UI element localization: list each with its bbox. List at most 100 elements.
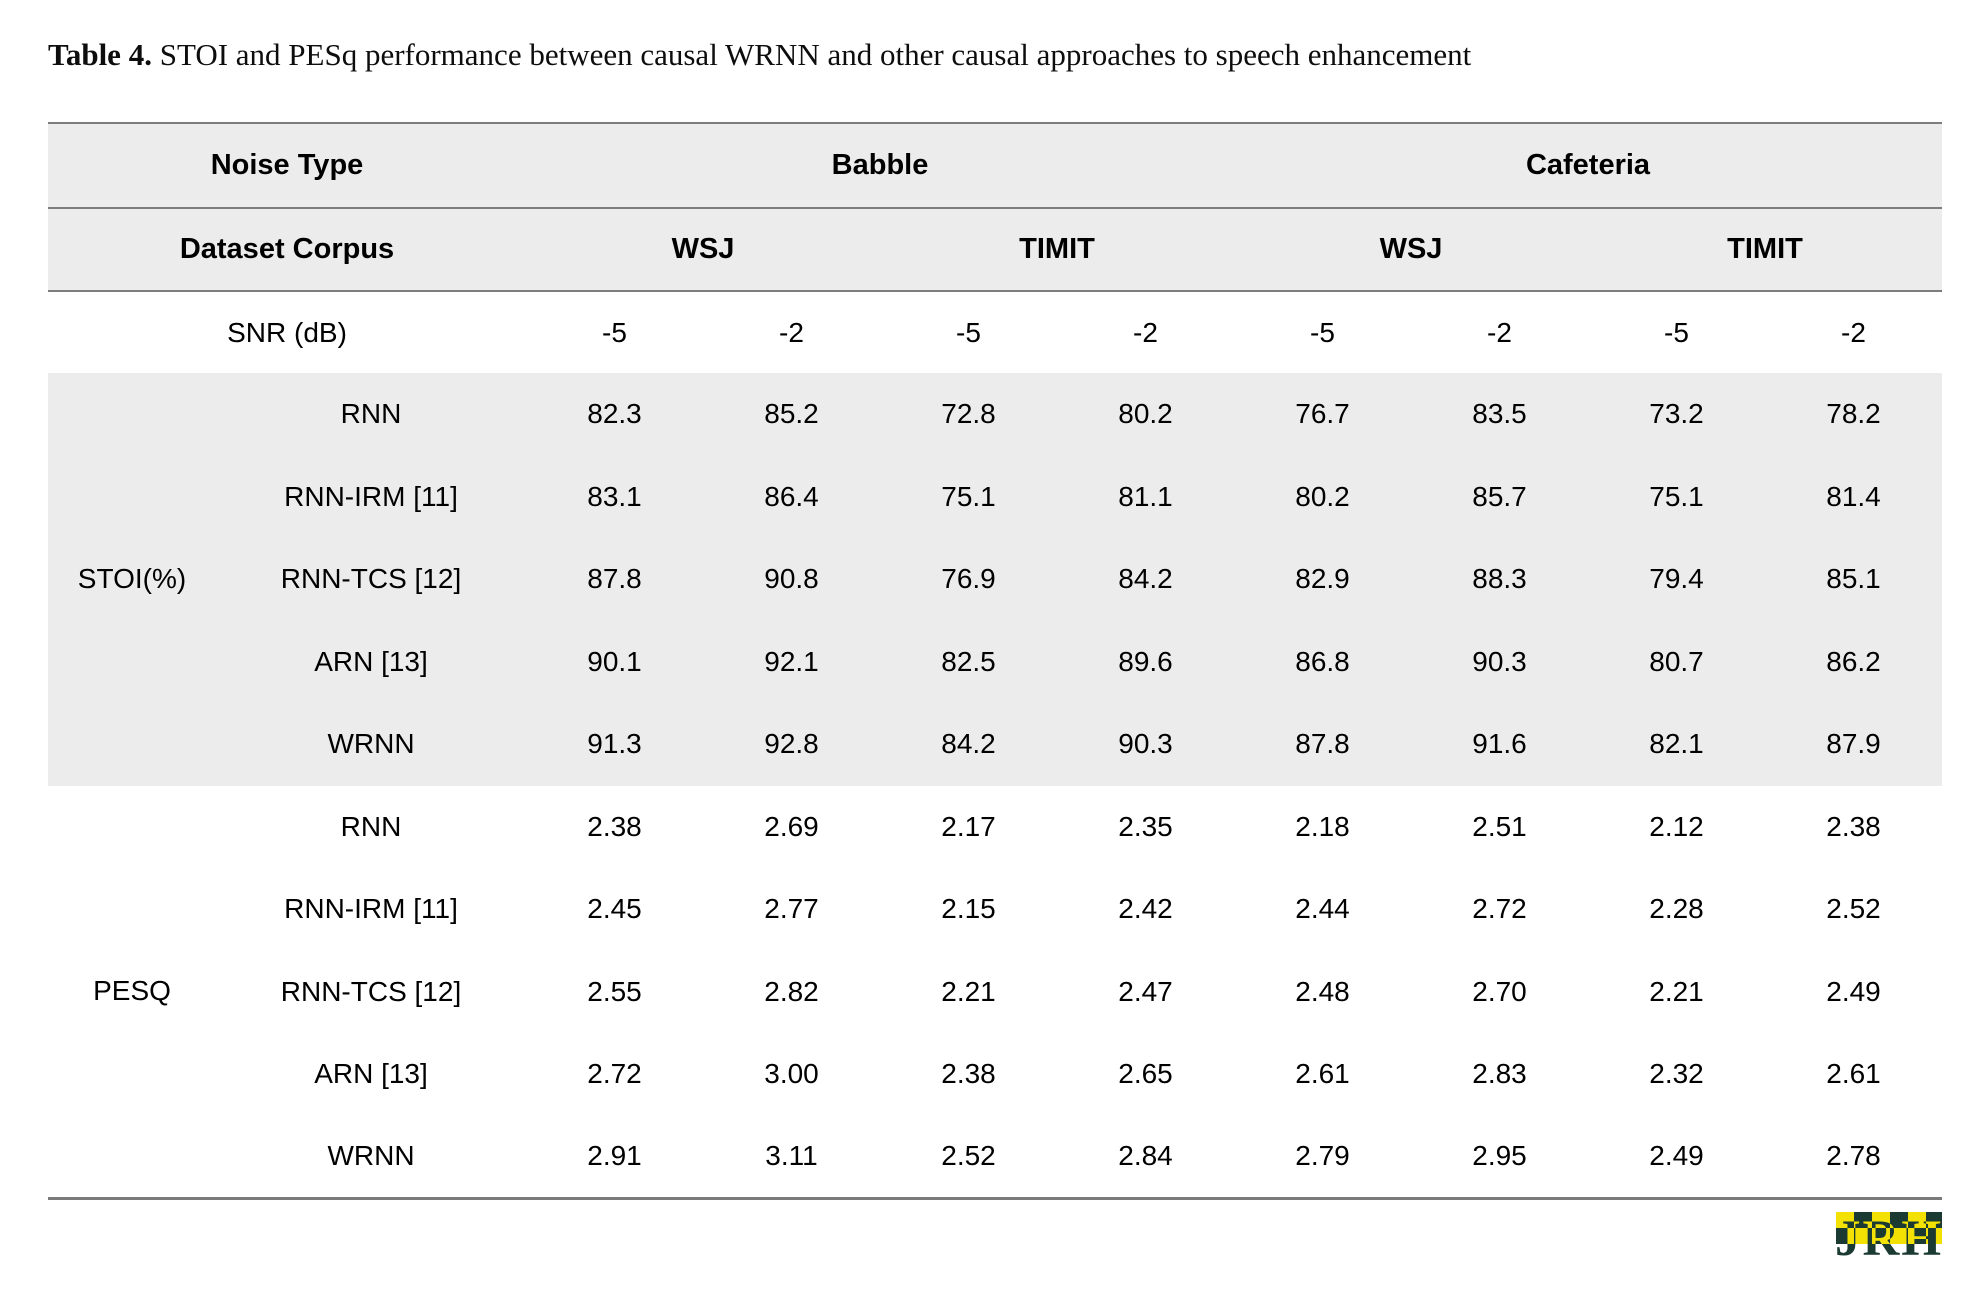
data-cell: 83.5 bbox=[1411, 373, 1588, 456]
data-cell: 87.8 bbox=[1234, 703, 1411, 786]
snr-value: -2 bbox=[1057, 290, 1234, 373]
jrh-logo-graphic: JRH bbox=[1835, 1211, 1942, 1267]
method-label: WRNN bbox=[216, 703, 526, 786]
table-row: RNN-TCS [12] 2.55 2.82 2.21 2.47 2.48 2.… bbox=[48, 950, 1942, 1033]
table-row: PESQ RNN 2.38 2.69 2.17 2.35 2.18 2.51 2… bbox=[48, 785, 1942, 1198]
data-cell: 2.72 bbox=[1411, 868, 1588, 951]
noise-type-label: Noise Type bbox=[48, 123, 526, 208]
data-cell: 2.49 bbox=[1588, 1115, 1765, 1198]
data-cell: 82.1 bbox=[1588, 703, 1765, 786]
data-cell: 90.1 bbox=[526, 620, 703, 703]
data-cell: 2.38 bbox=[880, 1033, 1057, 1116]
data-cell: 2.84 bbox=[1057, 1115, 1234, 1198]
table-row: RNN-TCS [12] 87.8 90.8 76.9 84.2 82.9 88… bbox=[48, 538, 1942, 621]
data-cell: 81.4 bbox=[1765, 455, 1942, 538]
table-row: ARN [13] 90.1 92.1 82.5 89.6 86.8 90.3 8… bbox=[48, 620, 1942, 703]
data-cell: 2.52 bbox=[880, 1115, 1057, 1198]
logo-checker-band bbox=[1836, 1212, 1942, 1244]
snr-label: SNR (dB) bbox=[48, 290, 526, 373]
dataset-wsj-babble: WSJ bbox=[526, 207, 880, 291]
header-row-dataset: Dataset Corpus WSJ TIMIT WSJ TIMIT bbox=[48, 207, 1942, 291]
performance-table: Noise Type Babble Cafeteria Dataset Corp… bbox=[48, 122, 1942, 1200]
noise-type-babble: Babble bbox=[526, 123, 1234, 208]
metric-label-pesq: PESQ bbox=[48, 785, 216, 1198]
data-cell: 2.52 bbox=[1765, 868, 1942, 951]
method-label: WRNN bbox=[216, 1115, 526, 1198]
data-cell: 2.61 bbox=[1765, 1033, 1942, 1116]
data-cell: 81.1 bbox=[1057, 455, 1234, 538]
data-cell: 2.21 bbox=[1588, 950, 1765, 1033]
data-cell: 2.49 bbox=[1765, 950, 1942, 1033]
data-cell: 2.17 bbox=[880, 785, 1057, 868]
jrh-logo: JRH bbox=[1835, 1211, 1942, 1267]
method-label: RNN-TCS [12] bbox=[216, 950, 526, 1033]
data-cell: 85.1 bbox=[1765, 538, 1942, 621]
data-cell: 85.2 bbox=[703, 373, 880, 456]
header-row-noise-type: Noise Type Babble Cafeteria bbox=[48, 123, 1942, 208]
data-cell: 2.38 bbox=[1765, 785, 1942, 868]
data-cell: 2.42 bbox=[1057, 868, 1234, 951]
table-row: STOI(%) RNN 82.3 85.2 72.8 80.2 76.7 83.… bbox=[48, 373, 1942, 786]
data-cell: 2.79 bbox=[1234, 1115, 1411, 1198]
data-cell: 87.9 bbox=[1765, 703, 1942, 786]
data-cell: 2.91 bbox=[526, 1115, 703, 1198]
snr-value: -2 bbox=[1411, 290, 1588, 373]
data-cell: 90.8 bbox=[703, 538, 880, 621]
data-cell: 84.2 bbox=[880, 703, 1057, 786]
snr-value: -2 bbox=[1765, 290, 1942, 373]
data-cell: 2.83 bbox=[1411, 1033, 1588, 1116]
data-cell: 79.4 bbox=[1588, 538, 1765, 621]
method-label: RNN-IRM [11] bbox=[216, 455, 526, 538]
data-cell: 92.1 bbox=[703, 620, 880, 703]
data-cell: 86.4 bbox=[703, 455, 880, 538]
data-cell: 2.61 bbox=[1234, 1033, 1411, 1116]
dataset-timit-babble: TIMIT bbox=[880, 207, 1234, 291]
data-cell: 73.2 bbox=[1588, 373, 1765, 456]
dataset-timit-cafeteria: TIMIT bbox=[1588, 207, 1942, 291]
data-cell: 84.2 bbox=[1057, 538, 1234, 621]
table-row: RNN-IRM [11] 83.1 86.4 75.1 81.1 80.2 85… bbox=[48, 455, 1942, 538]
data-cell: 2.48 bbox=[1234, 950, 1411, 1033]
data-cell: 2.72 bbox=[526, 1033, 703, 1116]
data-cell: 80.7 bbox=[1588, 620, 1765, 703]
snr-value: -2 bbox=[703, 290, 880, 373]
data-cell: 83.1 bbox=[526, 455, 703, 538]
method-label: RNN-IRM [11] bbox=[216, 868, 526, 951]
data-cell: 89.6 bbox=[1057, 620, 1234, 703]
data-cell: 2.28 bbox=[1588, 868, 1765, 951]
logo-text: JRH bbox=[1836, 1212, 1942, 1260]
data-cell: 80.2 bbox=[1234, 455, 1411, 538]
dataset-corpus-label: Dataset Corpus bbox=[48, 207, 526, 291]
data-cell: 2.95 bbox=[1411, 1115, 1588, 1198]
method-label: RNN-TCS [12] bbox=[216, 538, 526, 621]
data-cell: 2.35 bbox=[1057, 785, 1234, 868]
data-cell: 87.8 bbox=[526, 538, 703, 621]
data-cell: 78.2 bbox=[1765, 373, 1942, 456]
data-cell: 2.18 bbox=[1234, 785, 1411, 868]
noise-type-cafeteria: Cafeteria bbox=[1234, 123, 1942, 208]
snr-value: -5 bbox=[526, 290, 703, 373]
data-cell: 88.3 bbox=[1411, 538, 1588, 621]
data-cell: 80.2 bbox=[1057, 373, 1234, 456]
data-cell: 90.3 bbox=[1057, 703, 1234, 786]
method-label: RNN bbox=[216, 373, 526, 456]
data-cell: 86.8 bbox=[1234, 620, 1411, 703]
data-cell: 76.9 bbox=[880, 538, 1057, 621]
data-cell: 2.44 bbox=[1234, 868, 1411, 951]
data-cell: 3.11 bbox=[703, 1115, 880, 1198]
data-cell: 2.77 bbox=[703, 868, 880, 951]
table-row: WRNN 2.91 3.11 2.52 2.84 2.79 2.95 2.49 … bbox=[48, 1115, 1942, 1198]
table-row: RNN-IRM [11] 2.45 2.77 2.15 2.42 2.44 2.… bbox=[48, 868, 1942, 951]
data-cell: 2.78 bbox=[1765, 1115, 1942, 1198]
method-label: ARN [13] bbox=[216, 1033, 526, 1116]
method-label: RNN bbox=[216, 785, 526, 868]
data-cell: 91.6 bbox=[1411, 703, 1588, 786]
dataset-wsj-cafeteria: WSJ bbox=[1234, 207, 1588, 291]
data-cell: 82.9 bbox=[1234, 538, 1411, 621]
data-cell: 2.69 bbox=[703, 785, 880, 868]
data-cell: 90.3 bbox=[1411, 620, 1588, 703]
data-cell: 82.3 bbox=[526, 373, 703, 456]
data-cell: 2.70 bbox=[1411, 950, 1588, 1033]
data-cell: 2.38 bbox=[526, 785, 703, 868]
data-cell: 86.2 bbox=[1765, 620, 1942, 703]
